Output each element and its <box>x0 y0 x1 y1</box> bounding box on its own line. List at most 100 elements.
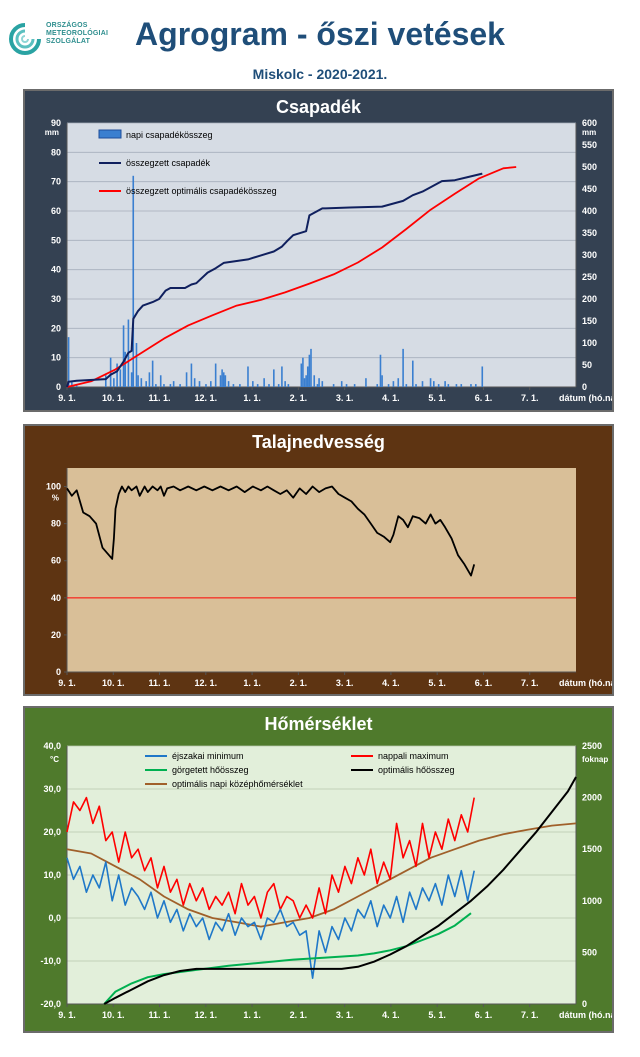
precip-bar <box>340 381 343 387</box>
x-tick-label: 12. 1. <box>195 1010 218 1020</box>
x-tick-label: 4. 1. <box>382 393 400 403</box>
x-tick-label: 4. 1. <box>382 678 400 688</box>
precip-bar <box>353 384 356 387</box>
x-axis-label: dátum (hó.nap) <box>559 678 612 688</box>
page-title: Agrogram - őszi vetések <box>135 16 505 52</box>
precip-bar <box>227 381 230 387</box>
precip-bar <box>155 384 157 387</box>
precip-bar <box>140 378 143 387</box>
precip-bar <box>460 384 463 387</box>
precip-bar <box>411 360 414 387</box>
y-right-tick-label: 200 <box>582 294 597 304</box>
precip-bar <box>119 369 122 387</box>
x-tick-label: 12. 1. <box>195 393 218 403</box>
y-left-tick-label: 0,0 <box>48 913 61 923</box>
precip-bar <box>316 384 319 387</box>
y-left-tick-label: 50 <box>51 235 61 245</box>
y-left-tick-label: 90 <box>51 118 61 128</box>
precip-bar <box>137 375 139 387</box>
precip-bar <box>447 384 450 387</box>
y-right-tick-label: 600 <box>582 118 597 128</box>
legend-label-1: éjszakai minimum <box>172 751 244 761</box>
y-left-tick-label: 30,0 <box>43 784 61 794</box>
precip-bar <box>169 384 172 387</box>
x-tick-label: 9. 1. <box>58 393 76 403</box>
precip-bar <box>256 384 259 387</box>
y-right-tick-label: 500 <box>582 947 597 957</box>
precip-bar <box>179 384 181 387</box>
y-right-tick-label: 350 <box>582 228 597 238</box>
precip-bar <box>415 384 417 387</box>
y-right-tick-label: 0 <box>582 382 587 392</box>
cumulative-precip-line <box>66 172 483 388</box>
x-tick-label: 10. 1. <box>102 393 125 403</box>
precip-bar <box>302 357 304 387</box>
y-left-tick-label: 30 <box>51 294 61 304</box>
y-right-tick-label: 550 <box>582 140 597 150</box>
y-right-tick-label: 400 <box>582 206 597 216</box>
precip-bar <box>247 366 249 387</box>
x-tick-label: 1. 1. <box>243 678 261 688</box>
y-left-tick-label: 10 <box>51 353 61 363</box>
y-left-unit: mm <box>45 128 59 137</box>
precip-bar <box>381 375 383 387</box>
precip-bar <box>345 384 348 387</box>
x-tick-label: 10. 1. <box>102 1010 125 1020</box>
precip-bar <box>321 381 324 387</box>
y-tick-label: 100 <box>46 482 61 492</box>
legend-label-3: görgetett hőösszeg <box>172 765 249 775</box>
x-tick-label: 10. 1. <box>102 678 125 688</box>
legend-label-cumulative: összegzett csapadék <box>126 158 211 168</box>
precip-bar <box>193 378 196 387</box>
logo-line-2: METEOROLÓGIAI <box>46 30 109 37</box>
precip-bar <box>71 381 73 387</box>
precip-bar <box>277 384 280 387</box>
precip-bar <box>273 369 275 387</box>
precip-title: Csapadék <box>275 97 362 117</box>
y-right-unit: mm <box>582 128 596 137</box>
y-left-tick-label: 20,0 <box>43 827 61 837</box>
y-left-tick-label: 40,0 <box>43 741 61 751</box>
precip-bar <box>379 354 382 387</box>
logo-line-1: ORSZÁGOS <box>46 22 88 29</box>
y-right-tick-label: 0 <box>582 999 587 1009</box>
precip-bar <box>198 381 201 387</box>
logo-line-3: SZOLGÁLAT <box>46 38 91 45</box>
y-right-unit: foknap <box>582 755 608 764</box>
night-min-line <box>66 857 475 980</box>
y-right-tick-label: 300 <box>582 250 597 260</box>
precip-bar <box>429 378 432 387</box>
precip-bar <box>151 360 154 387</box>
precip-bar <box>433 381 435 387</box>
optimal-heat-sum-line <box>103 776 577 1005</box>
x-tick-label: 5. 1. <box>428 1010 446 1020</box>
y-left-unit: °C <box>50 755 59 764</box>
x-tick-label: 9. 1. <box>58 1010 76 1020</box>
omsz-logo: ORSZÁGOS METEOROLÓGIAI SZOLGÁLAT <box>8 22 120 56</box>
precip-bar <box>190 363 193 387</box>
precip-bar <box>113 378 115 387</box>
y-right-tick-label: 150 <box>582 316 597 326</box>
precip-bar <box>210 381 212 387</box>
precip-bar <box>397 378 400 387</box>
precip-bar <box>239 384 241 387</box>
legend-label-5: optimális napi középhőmérséklet <box>172 779 303 789</box>
x-tick-label: 2. 1. <box>290 678 308 688</box>
x-tick-label: 3. 1. <box>336 393 354 403</box>
precip-bar <box>306 366 309 387</box>
logo-text: ORSZÁGOS METEOROLÓGIAI SZOLGÁLAT <box>46 22 108 46</box>
x-tick-label: 2. 1. <box>290 393 308 403</box>
precip-bar <box>308 354 311 387</box>
y-left-tick-label: 0 <box>56 382 61 392</box>
x-tick-label: 11. 1. <box>149 1010 171 1020</box>
plot-area <box>67 468 576 672</box>
y-right-tick-label: 1500 <box>582 844 602 854</box>
y-right-tick-label: 1000 <box>582 896 602 906</box>
precip-bar <box>470 384 472 387</box>
precip-bar <box>145 381 147 387</box>
legend-swatch-bars <box>98 129 122 139</box>
precip-bar <box>67 337 70 387</box>
precip-bar <box>287 384 290 387</box>
y-left-tick-label: -20,0 <box>40 999 61 1009</box>
y-left-tick-label: 70 <box>51 177 61 187</box>
